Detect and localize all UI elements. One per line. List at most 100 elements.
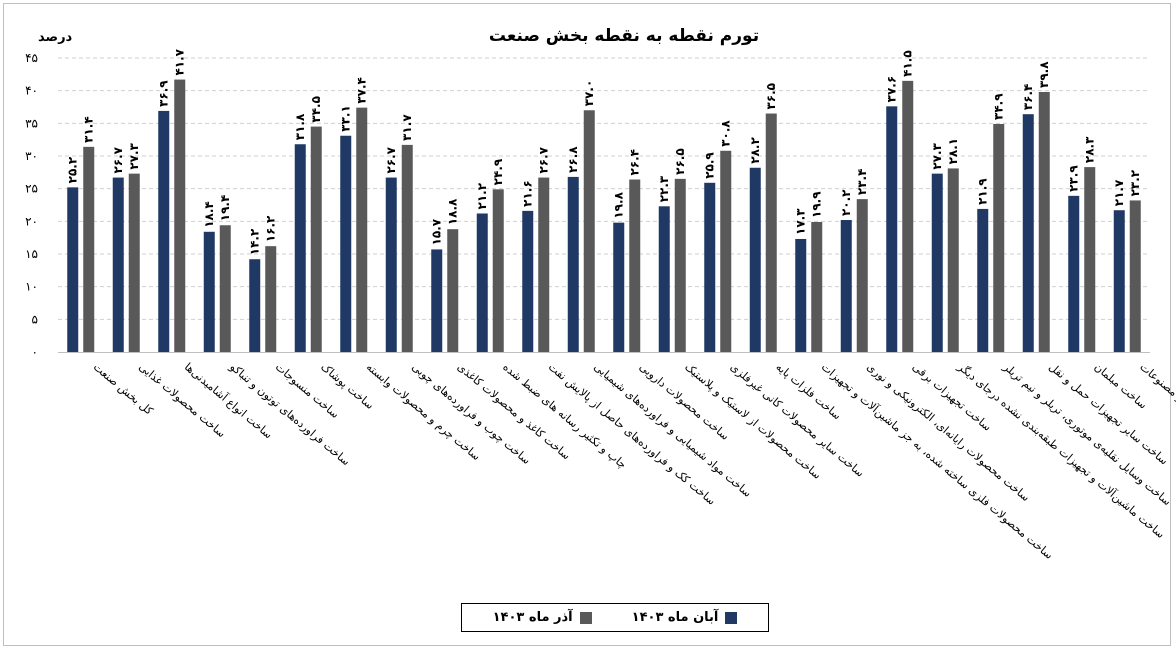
legend-swatch-aban — [725, 611, 738, 624]
bar — [492, 189, 504, 352]
bar — [993, 123, 1005, 352]
data-label: ۳۰.۸ — [719, 120, 733, 147]
data-label: ۲۳.۴ — [855, 169, 869, 196]
data-label: ۳۹.۸ — [1037, 61, 1051, 88]
bar — [174, 79, 186, 352]
data-label: ۲۱.۲ — [475, 182, 489, 209]
data-label: ۳۱.۷ — [400, 114, 414, 141]
bar — [720, 150, 732, 352]
bar — [931, 173, 943, 352]
data-label: ۲۱.۹ — [976, 178, 990, 205]
data-label: ۳۶.۵ — [764, 83, 778, 110]
data-label: ۱۸.۸ — [446, 198, 460, 225]
bar — [522, 210, 534, 352]
data-label: ۱۸.۴ — [202, 201, 216, 228]
bar — [886, 106, 898, 352]
bar — [265, 246, 277, 352]
data-label: ۲۶.۷ — [384, 146, 398, 173]
data-label: ۳۷.۶ — [885, 76, 899, 103]
bar — [249, 259, 261, 352]
data-label: ۲۸.۲ — [748, 137, 762, 164]
bar — [658, 206, 670, 352]
bar — [340, 135, 352, 352]
y-tick-label: ۳۰ — [25, 149, 38, 163]
legend-swatch-azar — [579, 611, 592, 624]
category-label: ساخت تجهیزات برقی — [910, 360, 994, 433]
bar — [765, 113, 777, 353]
data-label: ۲۸.۱ — [946, 138, 960, 165]
category-label: ساخت کک و فراورده‌های حاصل از پالایش نفت — [546, 360, 718, 507]
bar — [294, 144, 306, 352]
data-label: ۱۷.۳ — [794, 208, 808, 235]
y-axis-unit-label: درصد — [38, 30, 73, 45]
data-label: ۳۶.۴ — [1021, 84, 1035, 111]
data-label: ۲۷.۳ — [127, 142, 141, 169]
chart-title: تورم نقطه به نقطه بخش صنعت — [488, 26, 760, 46]
bar — [401, 144, 413, 352]
y-tick-label: ۳۵ — [25, 116, 38, 130]
bar — [977, 208, 989, 352]
bar — [1022, 114, 1034, 352]
bar — [112, 177, 124, 352]
bar — [203, 231, 215, 352]
bar — [567, 176, 579, 352]
data-label: ۲۱.۶ — [521, 180, 535, 207]
y-tick-label: ۴۵ — [25, 51, 38, 65]
bar — [219, 225, 231, 352]
bar — [67, 187, 79, 352]
bar — [1084, 167, 1096, 352]
data-label: ۲۲.۳ — [657, 175, 671, 202]
data-label: ۴۱.۵ — [901, 50, 915, 77]
data-label: ۲۸.۳ — [1083, 136, 1097, 163]
bar — [1113, 210, 1125, 352]
data-label: ۲۶.۴ — [628, 149, 642, 176]
data-label: ۱۶.۲ — [264, 215, 278, 242]
bar — [856, 199, 868, 352]
y-tick-label: ۱۵ — [25, 247, 38, 261]
data-label: ۳۶.۹ — [157, 80, 171, 107]
data-label: ۳۷.۴ — [355, 77, 369, 104]
bar — [83, 146, 95, 352]
bar — [447, 229, 459, 352]
data-label: ۴۱.۷ — [173, 48, 187, 75]
data-label: ۱۵.۷ — [430, 218, 444, 245]
data-label: ۳۱.۸ — [293, 113, 307, 140]
bar — [749, 167, 761, 352]
category-label: ساخت محصولات رایانه‌ای، الکترونیکی و نور… — [864, 360, 1032, 504]
bar — [356, 107, 368, 352]
bar — [613, 222, 625, 352]
y-tick-label: ۲۰ — [25, 214, 38, 228]
y-tick-label: ۴۰ — [25, 84, 38, 98]
data-label: ۲۵.۹ — [703, 152, 717, 179]
data-label: ۱۹.۹ — [810, 191, 824, 218]
category-label: ساخت وسایل نقلیه‌ی موتوری، تریلر و نیم ت… — [1000, 360, 1174, 509]
y-tick-label: ۲۵ — [25, 182, 38, 196]
data-label: ۲۵.۲ — [66, 156, 80, 183]
bar — [840, 220, 852, 352]
bar — [811, 221, 823, 352]
legend-label-azar: آذر ماه ۱۴۰۳ — [492, 610, 573, 625]
bar — [158, 110, 170, 352]
bar — [538, 177, 550, 352]
bar — [385, 177, 397, 352]
data-label: ۲۶.۷ — [111, 146, 125, 173]
category-label: ساخت ماشین‌آلات و تجهیزات طبقه‌بندی نشده… — [955, 359, 1168, 541]
chart-legend: آبان ماه ۱۴۰۳ آذر ماه ۱۴۰۳ — [461, 603, 769, 632]
bar — [947, 168, 959, 352]
bar — [902, 80, 914, 352]
data-label: ۲۷.۳ — [930, 142, 944, 169]
bar — [795, 238, 807, 352]
data-label: ۱۹.۴ — [218, 195, 232, 222]
data-label: ۲۴.۹ — [491, 158, 505, 185]
bar — [674, 178, 686, 352]
data-label: ۲۶.۸ — [566, 146, 580, 173]
legend-item-aban: آبان ماه ۱۴۰۳ — [632, 610, 738, 625]
data-label: ۳۷.۰ — [582, 80, 596, 107]
bar — [1068, 195, 1080, 352]
bar — [476, 213, 488, 352]
bar — [704, 182, 716, 352]
y-tick-label: ۵ — [32, 312, 38, 326]
legend-item-azar: آذر ماه ۱۴۰۳ — [493, 610, 592, 625]
bar — [431, 249, 443, 352]
